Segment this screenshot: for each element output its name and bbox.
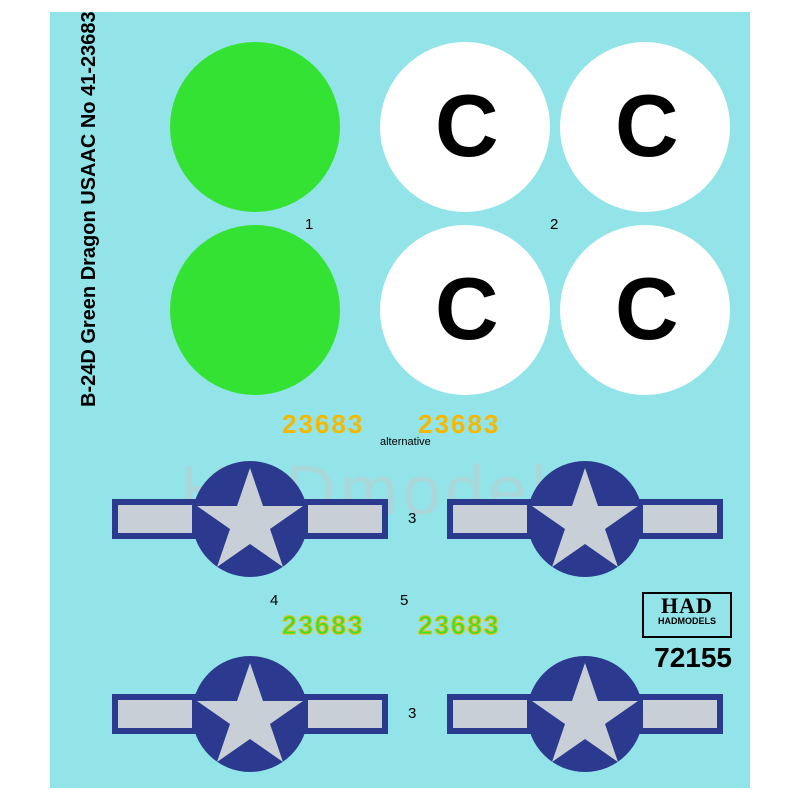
letter-c: C <box>615 82 679 170</box>
decal-number: 3 <box>408 510 416 527</box>
serial-green: 23683 <box>418 610 500 641</box>
us-insignia <box>440 452 730 582</box>
white-disc-c: C <box>560 225 730 395</box>
green-disc <box>170 42 340 212</box>
sheet-title: B-24D Green Dragon USAAC No 41-23683 <box>78 11 101 407</box>
had-logo: HAD HADMODELS <box>642 592 732 638</box>
decal-number: 1 <box>305 216 313 233</box>
letter-c: C <box>435 82 499 170</box>
white-disc-c: C <box>560 42 730 212</box>
decal-sheet: B-24D Green Dragon USAAC No 41-23683 C C… <box>50 12 750 788</box>
us-insignia <box>105 452 395 582</box>
us-insignia <box>105 647 395 777</box>
serial-yellow: 23683 <box>282 409 364 440</box>
product-number: 72155 <box>654 642 732 674</box>
alternative-label: alternative <box>380 436 431 448</box>
decal-number: 2 <box>550 216 558 233</box>
logo-sub: HADMODELS <box>644 616 730 626</box>
green-disc <box>170 225 340 395</box>
decal-number: 4 <box>270 592 278 609</box>
white-disc-c: C <box>380 42 550 212</box>
serial-green: 23683 <box>282 610 364 641</box>
letter-c: C <box>435 265 499 353</box>
decal-number: 5 <box>400 592 408 609</box>
decal-number: 3 <box>408 705 416 722</box>
letter-c: C <box>615 265 679 353</box>
white-disc-c: C <box>380 225 550 395</box>
